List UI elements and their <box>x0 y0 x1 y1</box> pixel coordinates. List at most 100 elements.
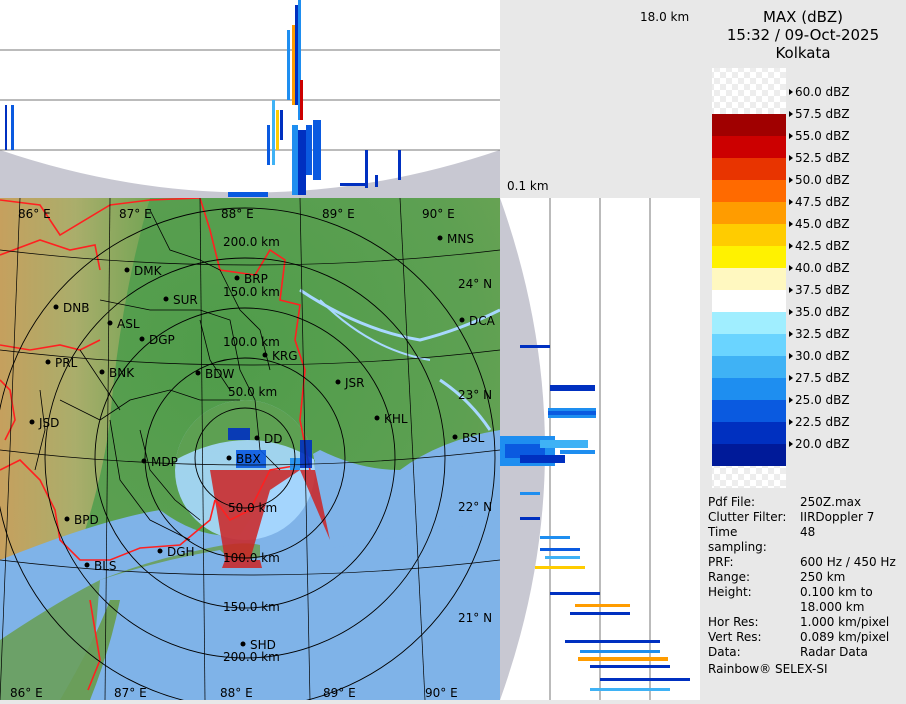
station-name: Kolkata <box>775 44 831 62</box>
metadata-row: Vert Res: 0.089 km/pixel <box>708 630 904 645</box>
legend-swatch <box>712 224 786 246</box>
range-ring-label: 100.0 km <box>223 335 280 349</box>
map-echoes <box>228 428 312 470</box>
city-label: SUR <box>173 293 198 307</box>
legend-swatch <box>712 422 786 444</box>
legend-swatch <box>712 114 786 136</box>
legend-label: 37.5 dBZ <box>795 283 850 297</box>
legend-label: 55.0 dBZ <box>795 129 850 143</box>
metadata-key: Hor Res: <box>708 615 759 629</box>
map-labels: 24° N 23° N 22° N 21° N 86° E 87° E 88° E 89° E… <box>10 207 496 700</box>
height-bottom-label: 0.1 km <box>507 179 549 193</box>
legend-label: 35.0 dBZ <box>795 305 850 319</box>
legend-swatch <box>712 378 786 400</box>
city-label: BLS <box>94 559 117 573</box>
longitude-label: 86° E <box>10 686 43 700</box>
legend-swatch <box>712 290 786 312</box>
city-marker-icon <box>262 352 268 358</box>
longitude-label: 86° E <box>18 207 51 221</box>
longitude-label: 90° E <box>422 207 455 221</box>
metadata-key: Time sampling: <box>708 525 767 554</box>
city-label: JSD <box>38 416 59 430</box>
legend-tick-icon <box>789 221 793 227</box>
legend-tick-icon <box>789 353 793 359</box>
legend-swatch <box>712 312 786 334</box>
city-label: BNK <box>109 366 135 380</box>
legend-swatch <box>712 158 786 180</box>
state-borders <box>0 198 311 691</box>
legend-tick-icon <box>789 243 793 249</box>
city-label: BRP <box>244 272 268 286</box>
city-marker-icon <box>99 369 105 375</box>
city-marker-icon <box>195 370 201 376</box>
legend-label: 40.0 dBZ <box>795 261 850 275</box>
city-label: JSR <box>344 376 365 390</box>
metadata-row: Data: Radar Data <box>708 645 904 660</box>
metadata-value: 48 <box>800 525 816 539</box>
legend-tick-icon <box>789 375 793 381</box>
metadata-value: IIRDoppler 7 <box>800 510 875 524</box>
city-label: DCA <box>469 314 496 328</box>
metadata-key: PRF: <box>708 555 734 569</box>
city-marker-icon <box>45 359 51 365</box>
city-marker-icon <box>84 562 90 568</box>
metadata-row: Time sampling: 48 <box>708 525 904 555</box>
city-label: DGP <box>149 333 175 347</box>
city-marker-icon <box>64 516 70 522</box>
metadata-value: 1.000 km/pixel <box>800 615 890 629</box>
legend-tick-icon <box>789 441 793 447</box>
longitude-label: 89° E <box>323 686 356 700</box>
longitude-label: 87° E <box>114 686 147 700</box>
product-title: MAX (dBZ) <box>762 8 844 26</box>
range-ring-label: 50.0 km <box>228 501 277 515</box>
metadata-row: Height: 0.100 km to 18.000 km <box>708 585 904 615</box>
range-ring-label: 150.0 km <box>223 600 280 614</box>
longitude-label: 90° E <box>425 686 458 700</box>
legend-swatch <box>712 444 786 466</box>
city-marker-icon <box>452 434 458 440</box>
legend-label: 47.5 dBZ <box>795 195 850 209</box>
city-marker-icon <box>234 275 240 281</box>
legend-tick-icon <box>789 89 793 95</box>
city-marker-icon <box>124 267 130 273</box>
city-label: BDW <box>205 367 234 381</box>
longitude-label: 88° E <box>221 207 254 221</box>
metadata-key: Clutter Filter: <box>708 510 787 524</box>
metadata-row: Hor Res: 1.000 km/pixel <box>708 615 904 630</box>
legend-swatch <box>712 70 786 92</box>
city-label: DGH <box>167 545 195 559</box>
city-marker-icon <box>139 336 145 342</box>
legend-tick-icon <box>789 309 793 315</box>
metadata-key: Vert Res: <box>708 630 762 644</box>
legend-label: 50.0 dBZ <box>795 173 850 187</box>
legend-label: 60.0 dBZ <box>795 85 850 99</box>
product-header: MAX (dBZ) 15:32 / 09-Oct-2025 Kolkata <box>700 8 906 62</box>
height-top-label: 18.0 km <box>640 10 689 24</box>
city-marker-icon <box>374 415 380 421</box>
legend-swatch <box>712 356 786 378</box>
legend-swatch <box>712 334 786 356</box>
right-section-panel <box>500 198 700 700</box>
legend-tick-icon <box>789 133 793 139</box>
city-label: MDP <box>151 455 178 469</box>
city-label: DD <box>264 432 282 446</box>
latitude-label: 22° N <box>458 500 492 514</box>
city-marker-icon <box>157 548 163 554</box>
range-ring-label: 50.0 km <box>228 385 277 399</box>
metadata-value: Radar Data <box>800 645 868 659</box>
metadata-key: Pdf File: <box>708 495 756 509</box>
range-rings <box>0 207 496 700</box>
top-section-panel: 18.0 km 0.1 km <box>0 0 689 198</box>
city-marker-icon <box>240 641 246 647</box>
range-ring-label: 150.0 km <box>223 285 280 299</box>
longitude-label: 89° E <box>322 207 355 221</box>
longitude-label: 88° E <box>220 686 253 700</box>
metadata-row: Clutter Filter: IIRDoppler 7 <box>708 510 904 525</box>
legend-label: 20.0 dBZ <box>795 437 850 451</box>
range-ring-label: 200.0 km <box>223 650 280 664</box>
legend-tick-icon <box>789 265 793 271</box>
right-section-echoes <box>500 345 690 691</box>
latitude-label: 24° N <box>458 277 492 291</box>
city-label: BBX <box>236 452 261 466</box>
